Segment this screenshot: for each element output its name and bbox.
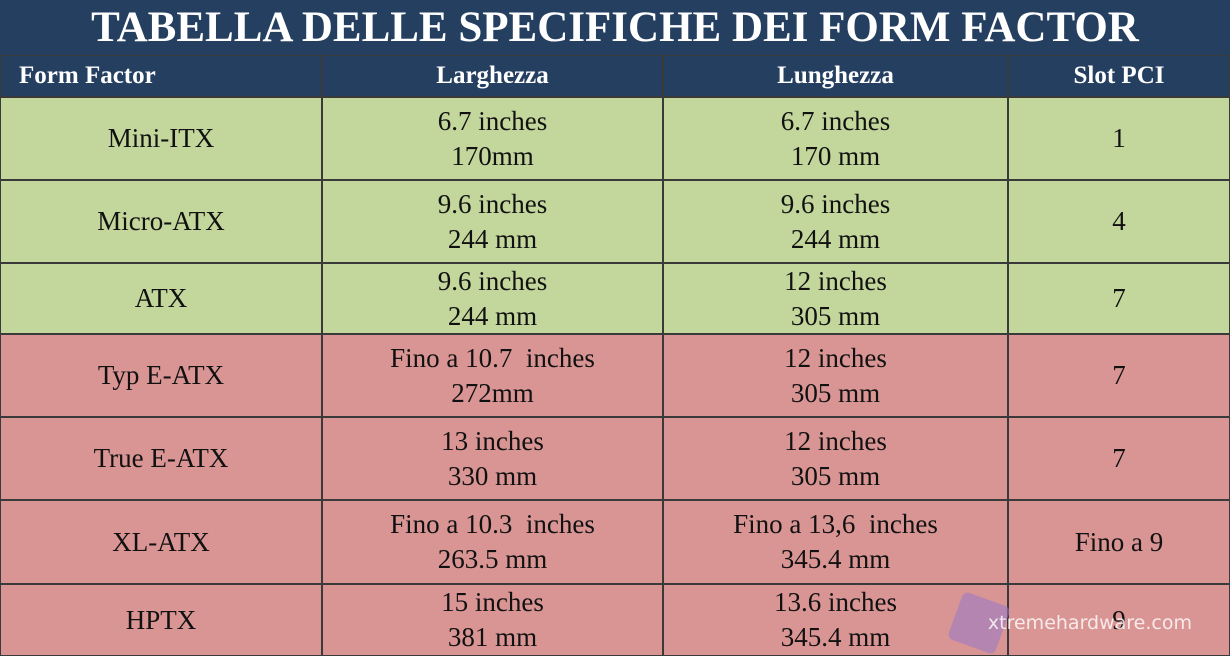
header-cell: Lunghezza <box>663 55 1008 97</box>
cell-text: Mini-ITX <box>107 123 215 153</box>
cell-text: Typ E-ATX <box>97 360 225 390</box>
cell-text: 272mm <box>451 377 534 408</box>
cell-text: 244 mm <box>447 300 538 331</box>
header-cell: Form Factor <box>0 55 322 97</box>
cell-text: 381 mm <box>447 622 538 652</box>
table-cell: 4 <box>1008 180 1230 263</box>
cell-text: Fino a 13,6 inches <box>733 509 938 539</box>
cell-text: XL-ATX <box>112 526 210 557</box>
cell-text: 7 <box>1112 283 1126 313</box>
table-cell: Typ E-ATX <box>0 334 322 417</box>
cell-text: 345.4 mm <box>780 544 891 574</box>
table-cell: 15 inches 381 mm <box>322 584 663 656</box>
cell-text: Micro-ATX <box>97 206 225 236</box>
cell-text: 244 mm <box>790 223 881 254</box>
cell-text: 330 mm <box>447 460 538 491</box>
table-cell: 12 inches 305 mm <box>663 263 1008 334</box>
table-cell: 12 inches 305 mm <box>663 334 1008 417</box>
table-cell: 6.7 inches 170mm <box>322 97 663 180</box>
table-cell: Mini-ITX <box>0 97 322 180</box>
table-cell: 7 <box>1008 263 1230 334</box>
cell-text: 263.5 mm <box>437 544 548 574</box>
table-cell: Fino a 10.7 inches 272mm <box>322 334 663 417</box>
cell-text: 9.6 inches <box>780 188 891 219</box>
table-cell: 9.6 inches 244 mm <box>663 180 1008 263</box>
header-cell: Slot PCI <box>1008 55 1230 97</box>
cell-text: 12 inches <box>784 265 887 296</box>
cell-text: 305 mm <box>790 300 881 331</box>
cell-text: HPTX <box>125 604 197 635</box>
watermark: xtremehardware.com <box>987 612 1192 634</box>
cell-text: 6.7 inches <box>437 105 548 136</box>
cell-text: Fino a 10.7 inches <box>390 342 595 373</box>
table-cell: XL-ATX <box>0 500 322 584</box>
cell-text: ATX <box>134 283 188 313</box>
cell-text: 4 <box>1112 206 1126 236</box>
table-cell: Fino a 10.3 inches 263.5 mm <box>322 500 663 584</box>
table-cell: ATX <box>0 263 322 334</box>
table-cell: Micro-ATX <box>0 180 322 263</box>
cell-text: 9 <box>1112 604 1126 635</box>
cell-text: 345.4 mm <box>780 622 891 652</box>
cell-text: 170mm <box>451 140 534 171</box>
cell-text: 244 mm <box>447 223 538 254</box>
cell-text: 6.7 inches <box>780 105 891 136</box>
table-cell: True E-ATX <box>0 417 322 500</box>
table-cell: 9.6 inches 244 mm <box>322 180 663 263</box>
cell-text: 305 mm <box>790 460 881 491</box>
cell-text: 1 <box>1112 123 1126 153</box>
table-cell: 7 <box>1008 417 1230 500</box>
cell-text: 7 <box>1112 360 1126 390</box>
cell-text: 9.6 inches <box>437 188 548 219</box>
cell-text: 9.6 inches <box>437 265 548 296</box>
cell-text: 7 <box>1112 443 1126 473</box>
cell-text: 13 inches <box>441 425 544 456</box>
cell-text: Fino a 10.3 inches <box>390 509 595 539</box>
cell-text: True E-ATX <box>93 443 229 473</box>
table-cell: Fino a 9 <box>1008 500 1230 584</box>
table-cell: 13.6 inches 345.4 mm <box>663 584 1008 656</box>
header-cell: Larghezza <box>322 55 663 97</box>
cell-text: Fino a 9 <box>1074 526 1164 557</box>
table-cell: Fino a 13,6 inches 345.4 mm <box>663 500 1008 584</box>
table-cell: 9.6 inches 244 mm <box>322 263 663 334</box>
table-cell: 12 inches 305 mm <box>663 417 1008 500</box>
cell-text: 12 inches <box>784 425 887 456</box>
cell-text: 13.6 inches <box>774 587 897 617</box>
cell-text: 15 inches <box>441 587 544 617</box>
table-cell: 7 <box>1008 334 1230 417</box>
cell-text: 12 inches <box>784 342 887 373</box>
cell-text: 305 mm <box>790 377 881 408</box>
cell-text: 170 mm <box>790 140 881 171</box>
table-cell: 13 inches 330 mm <box>322 417 663 500</box>
table-cell: 1 <box>1008 97 1230 180</box>
table-cell: 6.7 inches 170 mm <box>663 97 1008 180</box>
title: TABELLA DELLE SPECIFICHE DEI FORM FACTOR <box>0 0 1230 55</box>
table-cell: HPTX <box>0 584 322 656</box>
